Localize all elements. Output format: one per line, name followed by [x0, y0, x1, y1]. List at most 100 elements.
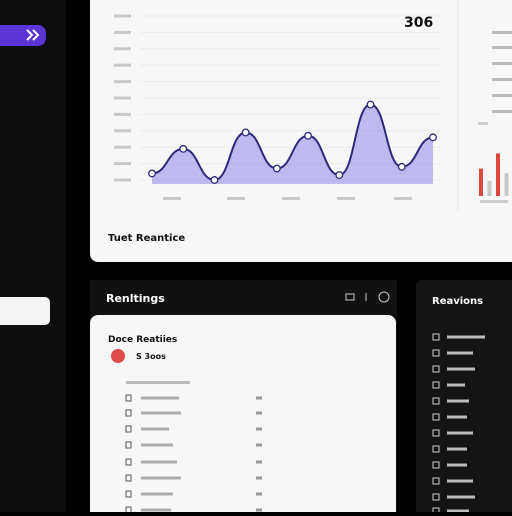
point [272, 164, 281, 173]
placeholder [492, 110, 512, 113]
point [366, 100, 375, 109]
placeholder [447, 351, 473, 355]
row-icon [432, 477, 440, 485]
placeholder [141, 411, 181, 415]
nav-icon [26, 29, 40, 41]
point [179, 144, 188, 153]
placeholder [447, 335, 485, 339]
reactions-title: Reavions [432, 296, 483, 307]
placeholder [447, 367, 475, 371]
placeholder [256, 508, 262, 512]
area [152, 104, 433, 184]
placeholder [256, 492, 262, 496]
placeholder [447, 495, 475, 499]
placeholder [227, 197, 245, 200]
line-chart [114, 14, 440, 200]
placeholder [492, 62, 512, 65]
placeholder [447, 447, 467, 451]
placeholder [492, 31, 512, 34]
sidebar [0, 0, 66, 512]
placeholder [141, 396, 179, 400]
placeholder [114, 63, 131, 67]
row-icon [432, 381, 440, 389]
point [335, 171, 344, 180]
placeholder [447, 479, 473, 483]
placeholder [256, 427, 262, 431]
row-icon [125, 394, 132, 402]
bar [496, 153, 500, 196]
placeholder [447, 415, 467, 419]
bar [487, 180, 492, 196]
placeholder [114, 14, 131, 18]
placeholder [447, 383, 465, 387]
placeholder [114, 96, 131, 100]
placeholder [114, 162, 131, 166]
bar [504, 173, 509, 196]
point [304, 131, 313, 140]
placeholder [141, 427, 169, 431]
rank-list [125, 394, 262, 514]
point [397, 162, 406, 171]
placeholder [394, 197, 412, 200]
placeholder [141, 476, 181, 480]
placeholder [114, 145, 131, 149]
placeholder [256, 443, 262, 447]
placeholder [163, 197, 181, 200]
placeholder [478, 122, 488, 125]
placeholder [337, 197, 355, 200]
row-icon [432, 445, 440, 453]
row-icon [125, 409, 132, 417]
placeholder [447, 463, 467, 467]
row-icon [432, 413, 440, 421]
placeholder [141, 443, 173, 447]
row-icon [125, 441, 132, 449]
placeholder [480, 200, 508, 203]
row-icon [432, 397, 440, 405]
placeholder [141, 492, 173, 496]
placeholder [492, 78, 512, 81]
point [210, 176, 219, 184]
placeholder [141, 508, 171, 512]
placeholder [114, 112, 131, 116]
badge [111, 349, 125, 363]
bar [479, 168, 483, 196]
nav-active[interactable] [0, 25, 46, 46]
rankings-title: Renltings [106, 292, 165, 305]
side-list [492, 31, 512, 113]
icon[interactable] [378, 291, 390, 303]
row-icon [432, 365, 440, 373]
placeholder [256, 460, 262, 464]
reactions-list [432, 333, 485, 515]
placeholder [126, 381, 190, 384]
nav-item[interactable] [0, 297, 50, 325]
row-icon [432, 333, 440, 341]
rankings-card [90, 315, 396, 516]
card-title: Doce Reatiies [108, 335, 177, 345]
row-icon [125, 490, 132, 498]
placeholder [114, 47, 131, 51]
placeholder [282, 197, 300, 200]
placeholder [447, 399, 469, 403]
placeholder [114, 30, 131, 34]
point [241, 128, 250, 137]
placeholder [114, 129, 131, 133]
placeholder [447, 431, 473, 435]
placeholder [447, 509, 469, 513]
row-icon [125, 425, 132, 433]
row-icon [432, 461, 440, 469]
placeholder [492, 46, 512, 49]
row-icon [125, 458, 132, 466]
badge-text: S 3oos [136, 352, 166, 361]
icon[interactable] [345, 293, 355, 301]
placeholder [256, 476, 262, 480]
row-icon [432, 493, 440, 501]
point [429, 133, 437, 142]
row-icon [125, 474, 132, 482]
chart-caption: Tuet Reantice [108, 233, 185, 244]
line [151, 103, 434, 182]
placeholder [141, 460, 177, 464]
point [148, 169, 156, 178]
stat-value: 306 [404, 15, 433, 31]
